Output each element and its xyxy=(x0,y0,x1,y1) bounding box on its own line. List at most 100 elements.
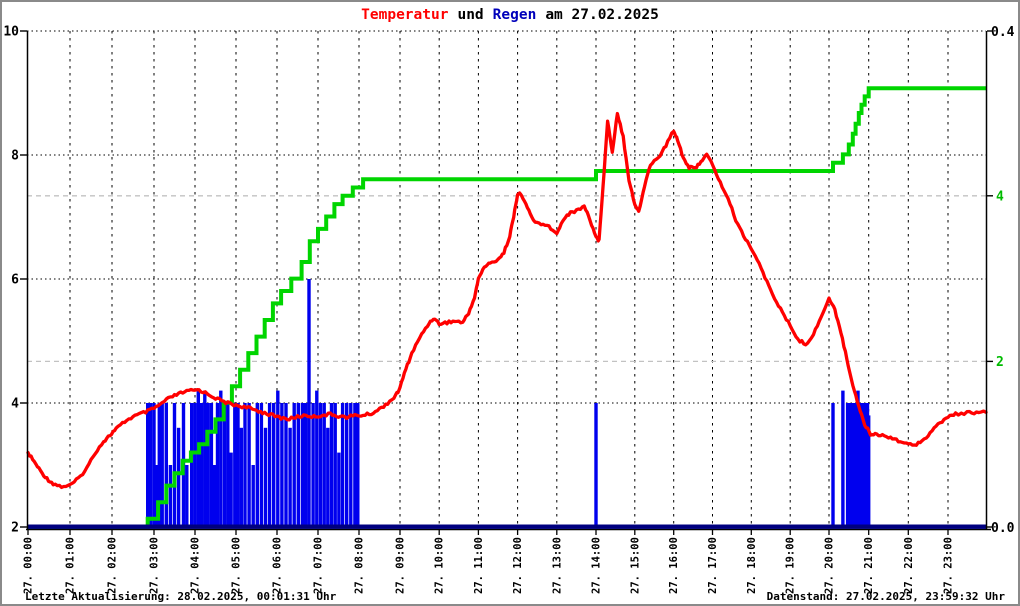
axes-layer xyxy=(20,30,993,535)
rain-bar xyxy=(296,403,300,528)
baseline-layer xyxy=(26,524,991,531)
rain-bar xyxy=(280,403,284,528)
x-axis-label: 27. 00:00 xyxy=(23,537,35,594)
rain-bar xyxy=(318,403,323,528)
rain-bar xyxy=(154,465,159,528)
x-axis-label: 27. 04:00 xyxy=(190,537,202,594)
title-temperatur: Temperatur xyxy=(361,7,449,23)
rain-bar xyxy=(831,403,835,528)
x-axis-label: 27. 23:00 xyxy=(943,537,955,594)
rain-bar xyxy=(259,403,264,528)
rain-bar xyxy=(594,403,598,528)
rain-bar xyxy=(251,465,255,528)
rain-bar xyxy=(867,415,871,528)
rain-bars-layer xyxy=(146,279,871,528)
temperature-layer xyxy=(26,111,988,490)
x-axis-label: 27. 21:00 xyxy=(863,537,875,594)
x-axis-label: 27. 08:00 xyxy=(354,537,366,594)
x-axis-label: 27. 10:00 xyxy=(434,537,446,594)
x-axis-label: 27. 18:00 xyxy=(746,537,758,594)
rain-bar xyxy=(209,403,214,528)
rain-bar xyxy=(263,427,268,528)
y-left-label: 4 xyxy=(11,397,19,412)
x-axis-label: 27. 15:00 xyxy=(629,537,641,594)
x-axis-label: 27. 05:00 xyxy=(231,537,243,594)
x-axis-label: 27. 17:00 xyxy=(707,537,719,594)
rain-bar xyxy=(322,403,326,528)
rain-bar xyxy=(307,279,311,528)
x-axis-label: 27. 09:00 xyxy=(395,537,407,594)
rain-zero-baseline xyxy=(28,524,986,529)
rain-bar xyxy=(152,403,156,528)
rain-bar xyxy=(199,403,204,528)
rain-bar xyxy=(276,390,280,528)
rain-bar xyxy=(160,403,164,528)
x-axis-label: 27. 03:00 xyxy=(149,537,161,594)
rain-bar xyxy=(206,403,210,528)
rain-bar xyxy=(185,465,189,528)
rain-bar xyxy=(243,403,247,528)
rain-cumulative-line xyxy=(28,86,986,529)
x-axis-label: 27. 02:00 xyxy=(107,537,119,594)
x-axis-label: 27. 11:00 xyxy=(473,537,485,594)
rain-bar xyxy=(148,403,153,528)
rain-bar xyxy=(222,403,227,528)
x-axis-label: 27. 14:00 xyxy=(591,537,603,594)
chart-title: Temperatur und Regen am 27.02.2025 xyxy=(361,7,659,23)
temperature-line xyxy=(26,111,988,490)
rain-bar xyxy=(841,390,845,528)
x-axis-label: 27. 22:00 xyxy=(903,537,915,594)
title-regen: Regen xyxy=(493,7,537,23)
rain-bar xyxy=(304,403,308,528)
rain-bar xyxy=(329,403,334,528)
x-axis-label: 27. 20:00 xyxy=(824,537,836,594)
y-right-rainsum-label: 4 xyxy=(996,189,1004,204)
x-axis-label: 27. 16:00 xyxy=(668,537,680,594)
x-axis-label: 27. 06:00 xyxy=(272,537,284,594)
rain-bar xyxy=(247,403,251,528)
y-left-label: 2 xyxy=(11,521,19,536)
rain-bar xyxy=(255,403,259,528)
rain-bar xyxy=(146,403,150,528)
rain-bar xyxy=(300,403,305,528)
rain-bar xyxy=(315,390,319,528)
title-und: und xyxy=(457,7,483,23)
rain-bar xyxy=(190,403,194,528)
title-date: am 27.02.2025 xyxy=(545,7,659,23)
rain-bar xyxy=(236,403,240,528)
rain-bar xyxy=(219,390,223,528)
rain-bar xyxy=(196,390,200,528)
rain-bar xyxy=(345,403,349,528)
axis-labels-layer: 2 4 6 8 10 0.4 0.0 2 4 27. 00:00 27. 01:00 27. 02:0… xyxy=(3,25,1014,595)
rain-bar xyxy=(164,403,168,528)
rain-bar xyxy=(326,427,330,528)
rain-bar xyxy=(203,390,207,528)
x-axis-label: 27. 01:00 xyxy=(65,537,77,594)
x-axis-label: 27. 07:00 xyxy=(313,537,325,594)
x-axis-label: 27. 13:00 xyxy=(551,537,563,594)
data-state-text: Datenstand: 27.02.2025, 23:59:32 Uhr xyxy=(767,590,1006,603)
y-right-rainsum-label: 2 xyxy=(996,355,1004,370)
rain-bar xyxy=(292,403,296,528)
rain-bar xyxy=(226,403,230,528)
rain-bar xyxy=(337,452,341,528)
rain-bar xyxy=(349,403,353,528)
rain-bar xyxy=(353,403,357,528)
rain-bar xyxy=(212,465,216,528)
rain-bar xyxy=(229,452,233,528)
rain-sum-layer xyxy=(28,86,986,529)
rain-bar xyxy=(284,403,288,528)
rain-bar xyxy=(157,403,161,528)
y-left-label: 8 xyxy=(11,149,19,164)
y-left-label: 10 xyxy=(3,25,19,40)
rain-bar xyxy=(288,427,292,528)
rain-bar xyxy=(176,427,181,528)
rain-bar xyxy=(333,403,337,528)
rain-bar xyxy=(272,403,276,528)
last-update-text: Letzte Aktualisierung: 28.02.2025, 00:01… xyxy=(25,590,337,603)
x-axis-label: 27. 19:00 xyxy=(785,537,797,594)
rain-bar xyxy=(356,403,360,528)
rain-bar xyxy=(233,403,237,528)
